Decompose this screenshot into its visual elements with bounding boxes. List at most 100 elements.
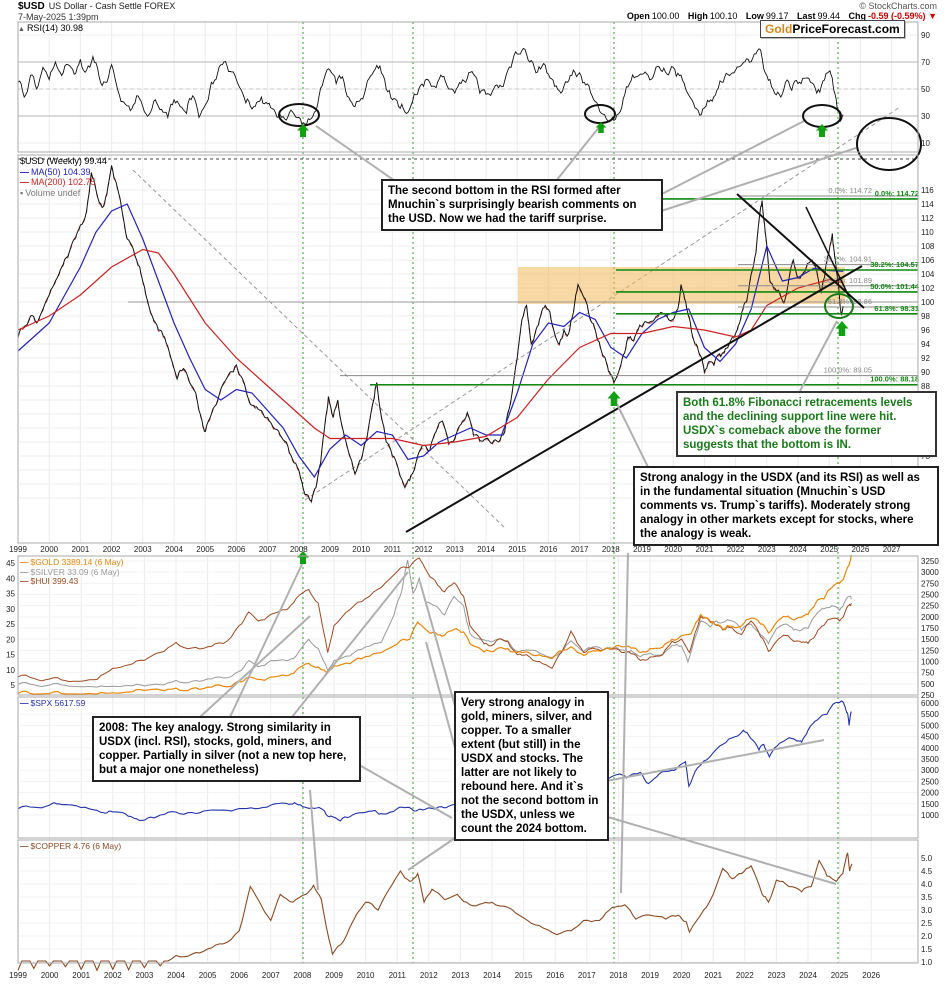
- chart-datetime: 7-May-2025 1:39pm: [18, 12, 99, 22]
- svg-text:2002: 2002: [104, 971, 122, 980]
- svg-text:2003: 2003: [134, 545, 152, 554]
- svg-text:1.5: 1.5: [921, 945, 933, 954]
- svg-text:2006: 2006: [230, 971, 248, 980]
- svg-text:2021: 2021: [704, 971, 722, 980]
- svg-text:1000: 1000: [921, 658, 939, 667]
- svg-text:2000: 2000: [41, 971, 59, 980]
- silver-line-icon: —: [20, 566, 29, 577]
- copper-line-icon: —: [20, 841, 29, 851]
- svg-text:2500: 2500: [921, 777, 939, 786]
- svg-text:50: 50: [921, 85, 930, 94]
- svg-text:2009: 2009: [321, 545, 339, 554]
- goldpriceforecast-badge: GoldPriceForecast.com: [760, 20, 905, 38]
- svg-text:2008: 2008: [294, 971, 312, 980]
- svg-text:2012: 2012: [415, 545, 433, 554]
- svg-text:61.8%: 98.31: 61.8%: 98.31: [874, 304, 919, 313]
- svg-text:2016: 2016: [540, 545, 558, 554]
- low-value: 99.17: [765, 11, 789, 21]
- svg-text:90: 90: [921, 31, 930, 40]
- svg-text:30: 30: [921, 112, 930, 121]
- svg-text:2013: 2013: [446, 545, 464, 554]
- hui-line-icon: —: [20, 576, 29, 586]
- svg-text:5500: 5500: [921, 710, 939, 719]
- spx-legend: — $SPX 5617.59: [20, 698, 86, 709]
- svg-text:2024: 2024: [799, 971, 817, 980]
- svg-text:2015: 2015: [508, 545, 526, 554]
- svg-text:1750: 1750: [921, 624, 939, 633]
- ma200-line-icon: —: [20, 177, 29, 187]
- svg-text:102: 102: [921, 284, 935, 293]
- svg-text:2003: 2003: [136, 971, 154, 980]
- svg-text:2010: 2010: [352, 545, 370, 554]
- svg-text:2001: 2001: [72, 971, 90, 980]
- svg-text:70: 70: [921, 58, 930, 67]
- annotation-very-strong-analogy: Very strong analogy in gold, miners, sil…: [454, 691, 609, 842]
- svg-text:2023: 2023: [758, 545, 776, 554]
- svg-text:3.5: 3.5: [921, 893, 933, 902]
- ma50-line-icon: —: [20, 166, 29, 177]
- chg-value: -0.59 (-0.59%): [868, 11, 926, 21]
- svg-text:110: 110: [921, 228, 934, 237]
- main-legend: $USD (Weekly) 99.44 — MA(50) 104.39 — MA(2…: [20, 156, 107, 198]
- svg-text:2023: 2023: [768, 971, 786, 980]
- svg-text:4000: 4000: [921, 744, 939, 753]
- green-up-arrow: [607, 391, 621, 406]
- svg-text:2019: 2019: [641, 971, 659, 980]
- svg-text:2017: 2017: [571, 545, 589, 554]
- spx-legend-label: $SPX 5617.59: [30, 698, 86, 708]
- svg-text:2004: 2004: [167, 971, 185, 980]
- svg-text:4500: 4500: [921, 733, 939, 742]
- svg-text:3.0: 3.0: [921, 906, 933, 915]
- svg-text:2011: 2011: [389, 971, 407, 980]
- axis-labels: 90 70 50 30 10 116 114 112 110 108 106 104 102 100 98 9…: [6, 31, 939, 980]
- svg-text:0.0%: 114.72: 0.0%: 114.72: [875, 189, 919, 198]
- badge-gold-text: Gold: [765, 22, 793, 36]
- gold-legend: — $GOLD 3389.14 (6 May) — $SILVER 33.09 (6…: [20, 557, 124, 587]
- svg-text:2011: 2011: [384, 545, 402, 554]
- callout-lines: [199, 119, 857, 894]
- svg-text:38.2%: 104.91: 38.2%: 104.91: [824, 255, 872, 264]
- rsi-bottom-circle-2008: [278, 103, 320, 127]
- annotation-rsi-bottom: The second bottom in the RSI formed afte…: [381, 179, 663, 232]
- svg-text:2022: 2022: [727, 545, 745, 554]
- price-series: [17, 47, 853, 972]
- svg-text:90: 90: [921, 368, 930, 377]
- svg-text:2022: 2022: [736, 971, 754, 980]
- svg-text:750: 750: [921, 669, 935, 678]
- chg-down-icon[interactable]: ▼: [928, 11, 937, 21]
- high-value: 100.10: [709, 11, 738, 21]
- svg-text:61.8%: 98.86: 61.8%: 98.86: [828, 297, 872, 306]
- chart-header: $USD US Dollar - Cash Settle FOREX: [18, 1, 175, 12]
- copper-legend-label: $COPPER 4.76 (6 May): [30, 841, 122, 851]
- svg-text:3000: 3000: [921, 568, 939, 577]
- svg-text:10: 10: [921, 139, 930, 148]
- svg-text:5.0: 5.0: [921, 854, 933, 863]
- projection-ellipse: [856, 117, 922, 171]
- svg-text:2014: 2014: [483, 971, 501, 980]
- green-up-arrow: [297, 124, 309, 137]
- svg-text:108: 108: [921, 242, 935, 251]
- svg-text:2009: 2009: [325, 971, 343, 980]
- svg-text:1000: 1000: [921, 811, 939, 820]
- svg-text:94: 94: [921, 340, 930, 349]
- svg-text:2000: 2000: [40, 545, 58, 554]
- svg-text:2021: 2021: [696, 545, 714, 554]
- svg-text:10: 10: [6, 666, 15, 675]
- badge-rest-text: PriceForecast.com: [792, 22, 900, 36]
- svg-text:2018: 2018: [610, 971, 628, 980]
- svg-text:2017: 2017: [578, 971, 596, 980]
- svg-text:96: 96: [921, 326, 930, 335]
- svg-text:20: 20: [6, 635, 15, 644]
- annotation-fibonacci: Both 61.8% Fibonacci retracements levels…: [676, 391, 937, 458]
- fib-hit-circle: [824, 293, 854, 319]
- svg-text:2006: 2006: [228, 545, 246, 554]
- page-title: US Dollar - Cash Settle FOREX: [48, 1, 176, 11]
- svg-text:100.0%: 89.05: 100.0%: 89.05: [824, 366, 872, 375]
- svg-text:1999: 1999: [9, 545, 27, 554]
- svg-text:1250: 1250: [921, 646, 939, 655]
- svg-text:100.0%: 88.18: 100.0%: 88.18: [870, 375, 919, 384]
- svg-text:114: 114: [921, 200, 934, 209]
- svg-text:2000: 2000: [921, 613, 939, 622]
- svg-text:6000: 6000: [921, 699, 939, 708]
- svg-text:92: 92: [921, 354, 930, 363]
